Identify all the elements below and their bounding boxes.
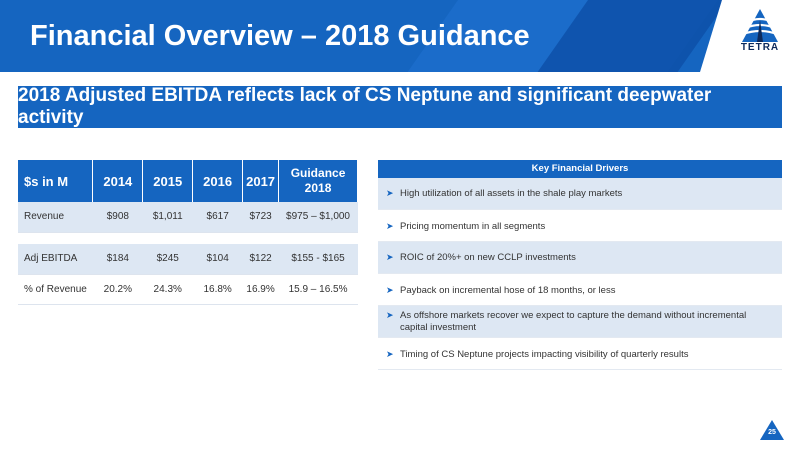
table-cell: $975 – $1,000 <box>278 202 358 233</box>
logo-text: TETRA <box>740 42 780 53</box>
page-number: 25 <box>768 429 776 436</box>
table-row: Adj EBITDA $184 $245 $104 $122 $155 - $1… <box>18 244 358 275</box>
column-header: 2016 <box>192 160 244 202</box>
table-cell: 20.2% <box>92 274 143 305</box>
table-cell: 16.9% <box>242 274 279 305</box>
row-label: % of Revenue <box>18 274 93 305</box>
triangle-badge-icon <box>760 420 784 440</box>
page-number-badge: 25 <box>760 420 784 440</box>
arrowhead-bullet-icon: ➤ <box>386 252 394 262</box>
table-cell: 16.8% <box>192 274 243 305</box>
table-cell: 15.9 – 16.5% <box>278 274 358 305</box>
column-header: $s in M <box>18 160 94 202</box>
table-cell: 24.3% <box>142 274 193 305</box>
column-header: 2017 <box>242 160 280 202</box>
arrowhead-bullet-icon: ➤ <box>386 310 394 320</box>
column-header: Guidance 2018 <box>278 160 358 202</box>
table-header-row: $s in M 2014 2015 2016 2017 Guidance 201… <box>18 160 358 202</box>
header-bar: Financial Overview – 2018 Guidance TETRA <box>0 0 800 72</box>
table-row: Revenue $908 $1,011 $617 $723 $975 – $1,… <box>18 202 358 233</box>
table-cell: $908 <box>92 202 143 233</box>
table-cell: $184 <box>92 244 143 275</box>
list-item: ➤ Timing of CS Neptune projects impactin… <box>378 338 782 370</box>
key-drivers-panel: Key Financial Drivers ➤ High utilization… <box>378 160 782 370</box>
column-header: 2015 <box>142 160 194 202</box>
table-cell: $122 <box>242 244 279 275</box>
table-cell: $1,011 <box>142 202 193 233</box>
row-label: Adj EBITDA <box>18 244 93 275</box>
table-cell: $723 <box>242 202 279 233</box>
row-label: Revenue <box>18 202 93 233</box>
page-title: Financial Overview – 2018 Guidance <box>30 20 530 52</box>
headline-banner: 2018 Adjusted EBITDA reflects lack of CS… <box>18 85 782 128</box>
list-item: ➤ Pricing momentum in all segments <box>378 210 782 242</box>
drivers-header: Key Financial Drivers <box>378 160 782 178</box>
table-cell: $617 <box>192 202 243 233</box>
list-item: ➤ High utilization of all assets in the … <box>378 178 782 210</box>
arrowhead-bullet-icon: ➤ <box>386 188 394 198</box>
arrowhead-bullet-icon: ➤ <box>386 221 394 231</box>
table-cell: $104 <box>192 244 243 275</box>
list-item: ➤ ROIC of 20%+ on new CCLP investments <box>378 242 782 274</box>
list-item: ➤ Payback on incremental hose of 18 mont… <box>378 274 782 306</box>
table-cell: $245 <box>142 244 193 275</box>
tetra-logo: TETRA <box>734 8 786 60</box>
table-cell: $155 - $165 <box>278 244 358 275</box>
column-header: 2014 <box>92 160 144 202</box>
table-row: % of Revenue 20.2% 24.3% 16.8% 16.9% 15.… <box>18 274 358 305</box>
arrowhead-bullet-icon: ➤ <box>386 285 394 295</box>
list-item: ➤ As offshore markets recover we expect … <box>378 306 782 338</box>
financial-table: $s in M 2014 2015 2016 2017 Guidance 201… <box>18 160 358 305</box>
arrowhead-bullet-icon: ➤ <box>386 349 394 359</box>
tetra-triangle-icon <box>742 9 778 42</box>
table-spacer <box>18 232 358 244</box>
